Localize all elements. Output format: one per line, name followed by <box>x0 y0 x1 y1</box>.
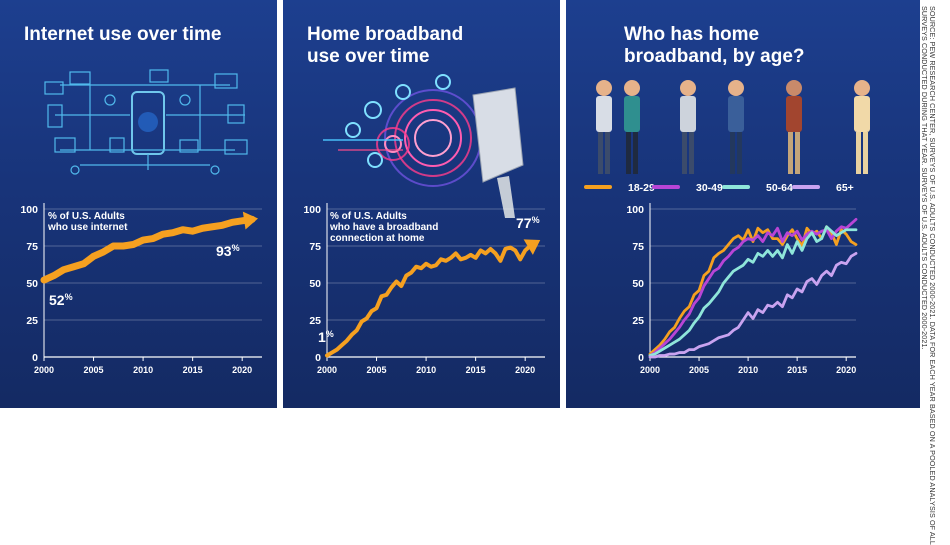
internet-use-panel: Internet use over time <box>0 0 277 408</box>
person-figure <box>728 80 744 174</box>
series-line-2 <box>648 217 858 357</box>
series-line-1 <box>325 241 538 358</box>
broadband-by-age-panel: Who has home broadband, by age? 0 25 50 75 10… <box>566 0 920 408</box>
y-tick-label: 100 <box>20 204 38 216</box>
y-tick-label: 25 <box>309 315 321 327</box>
y-tick-label: 25 <box>632 315 644 327</box>
series-description: connection at home <box>330 233 425 244</box>
x-tick-label: 2010 <box>133 365 153 375</box>
legend-label: 30-49 <box>696 182 723 194</box>
source-note: SOURCE: PEW RESEARCH CENTER, SURVEYS OF … <box>920 0 947 545</box>
person-figure <box>680 80 696 174</box>
y-tick-label: 75 <box>26 241 38 253</box>
broadband-by-age-chart: 0 25 50 75 100 2000 2005 2010 2015 2020 18-29 30-49… <box>584 182 858 375</box>
y-tick-label: 0 <box>315 352 321 364</box>
y-tick-label: 50 <box>309 278 321 290</box>
x-tick-label: 2020 <box>515 365 535 375</box>
series-arrowhead <box>242 211 259 230</box>
x-tick-label: 2005 <box>84 365 104 375</box>
x-tick-label: 2000 <box>317 365 337 375</box>
y-tick-label: 0 <box>638 352 644 364</box>
person-figure <box>854 80 870 174</box>
series-description: who have a broadband <box>329 222 438 233</box>
x-tick-label: 2010 <box>416 365 436 375</box>
x-tick-label: 2020 <box>232 365 252 375</box>
age-groups-people-illustration <box>596 80 870 174</box>
legend-label: 50-64 <box>766 182 793 194</box>
source-line: SURVEYS CONDUCTED DURING THAT YEAR. SURV… <box>920 6 929 350</box>
y-tick-label: 50 <box>26 278 38 290</box>
series-description: who use internet <box>47 222 128 233</box>
series-description: % of U.S. Adults <box>330 211 407 222</box>
person-figure <box>596 80 612 174</box>
series-line-3 <box>648 225 858 357</box>
internet-use-chart: 0 25 50 75 100 2000 2005 2010 2015 2020 % of U.S. … <box>20 203 262 375</box>
end-value-label: 77% <box>516 215 540 231</box>
x-tick-label: 2015 <box>466 365 486 375</box>
start-value-label: 1% <box>318 329 334 345</box>
start-value-label: 52% <box>49 292 73 308</box>
y-tick-label: 50 <box>632 278 644 290</box>
y-tick-label: 75 <box>309 241 321 253</box>
y-tick-label: 75 <box>632 241 644 253</box>
connected-devices-illustration <box>44 69 248 175</box>
series-line-4 <box>648 251 858 359</box>
panel-title: Home broadband use over time <box>307 24 464 67</box>
legend-label: 18-29 <box>628 182 655 194</box>
source-line: SOURCE: PEW RESEARCH CENTER, SURVEYS OF … <box>928 6 937 545</box>
home-broadband-chart: 0 25 50 75 100 2000 2005 2010 2015 2020 % of U.S. … <box>303 203 545 375</box>
x-tick-label: 2010 <box>738 365 758 375</box>
x-tick-label: 2005 <box>367 365 387 375</box>
series-line-1 <box>40 215 256 284</box>
x-tick-label: 2020 <box>836 365 856 375</box>
y-tick-label: 25 <box>26 315 38 327</box>
x-tick-label: 2015 <box>787 365 807 375</box>
legend-label: 65+ <box>836 182 854 194</box>
panel-title: Internet use over time <box>24 24 222 45</box>
panel-title: Who has home broadband, by age? <box>624 24 805 67</box>
broadband-router-illustration <box>323 74 524 218</box>
home-broadband-panel: Home broadband use over time 0 25 50 75 100 20… <box>283 0 560 408</box>
person-figure <box>624 80 640 174</box>
y-tick-label: 100 <box>303 204 321 216</box>
y-tick-label: 0 <box>32 352 38 364</box>
series-description: % of U.S. Adults <box>48 211 125 222</box>
x-tick-label: 2005 <box>689 365 709 375</box>
x-tick-label: 2000 <box>34 365 54 375</box>
person-figure <box>786 80 802 174</box>
series-arrowhead <box>523 239 541 255</box>
x-tick-label: 2015 <box>183 365 203 375</box>
end-value-label: 93% <box>216 243 240 259</box>
y-tick-label: 100 <box>626 204 644 216</box>
x-tick-label: 2000 <box>640 365 660 375</box>
